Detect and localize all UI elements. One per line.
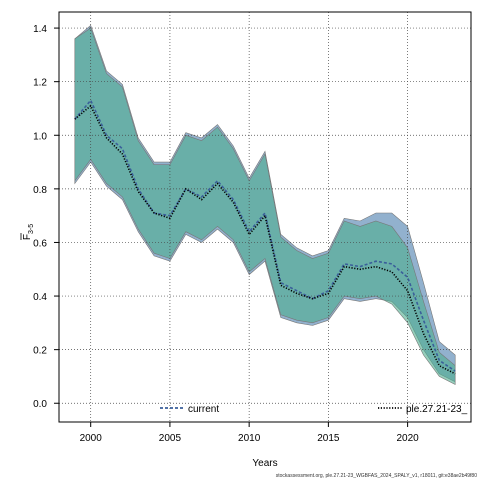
legend-label-ple: ple.27.21-23_ (406, 404, 468, 415)
x-axis: 2000 2005 2010 2015 2020 (80, 422, 419, 444)
y-tick-label: 0.6 (33, 238, 47, 249)
x-tick-label: 2015 (317, 433, 340, 444)
grid (59, 12, 471, 422)
series-line-current (74, 98, 456, 372)
legend: current ple.27.21-23_ (160, 404, 468, 415)
y-tick-label: 1.0 (33, 131, 47, 142)
series-lines (74, 98, 456, 375)
y-tick-label: 0.0 (33, 399, 47, 410)
x-tick-label: 2005 (159, 433, 182, 444)
band-ple (74, 27, 456, 385)
y-tick-label: 0.2 (33, 346, 47, 357)
x-axis-label: Years (252, 458, 277, 469)
y-tick-label: 0.4 (33, 292, 47, 303)
legend-item-current: current (160, 404, 219, 415)
x-tick-label: 2000 (80, 433, 103, 444)
legend-label-current: current (188, 404, 219, 415)
y-axis-label-main: F (22, 234, 33, 240)
y-axis-label: F3-5 (20, 224, 35, 240)
svg-text:F3-5: F3-5 (22, 224, 35, 240)
y-tick-label: 1.2 (33, 78, 47, 89)
plot-frame (58, 11, 472, 423)
y-axis-label-sub: 3-5 (28, 224, 35, 234)
y-tick-label: 0.8 (33, 185, 47, 196)
x-tick-label: 2010 (238, 433, 261, 444)
footer-source: stockassessment.org, ple.27.21-23_WGBFAS… (276, 473, 477, 479)
y-axis: 0.0 0.2 0.4 0.6 0.8 1.0 1.2 1.4 (33, 24, 59, 410)
confidence-bands (74, 24, 456, 385)
y-tick-label: 1.4 (33, 24, 47, 35)
x-tick-label: 2020 (396, 433, 419, 444)
legend-item-ple: ple.27.21-23_ (378, 404, 468, 415)
